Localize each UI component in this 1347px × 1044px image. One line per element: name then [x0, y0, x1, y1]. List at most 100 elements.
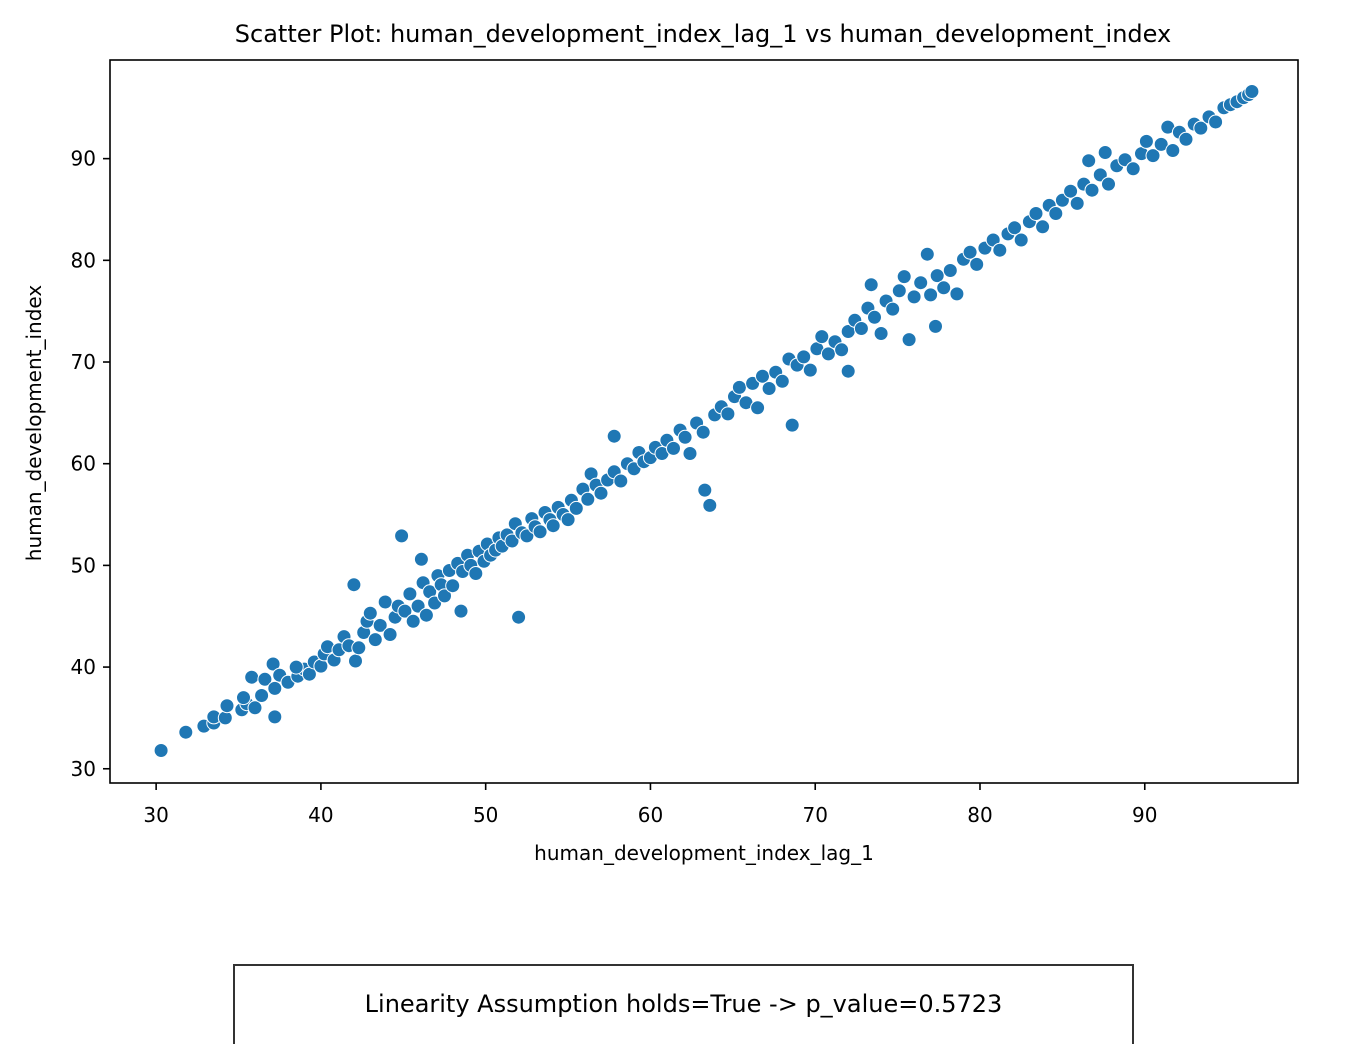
data-point — [1028, 206, 1044, 221]
data-point — [532, 524, 548, 540]
data-point — [906, 289, 922, 305]
data-point — [913, 275, 929, 291]
data-point — [1153, 136, 1169, 152]
data-point — [265, 656, 281, 672]
data-point — [1063, 183, 1079, 199]
data-point — [1138, 133, 1154, 149]
data-point — [682, 446, 698, 461]
data-point — [1244, 84, 1260, 99]
data-point — [923, 287, 939, 303]
data-point — [257, 671, 273, 687]
data-point — [153, 743, 169, 758]
annotation-box: Linearity Assumption holds=True -> p_val… — [233, 964, 1134, 1044]
x-tick-label: 70 — [802, 803, 827, 827]
scatter-chart: Scatter Plot: human_development_index_la… — [22, 20, 1299, 865]
data-point — [761, 381, 777, 396]
data-point — [814, 329, 830, 345]
data-point — [969, 256, 985, 272]
data-point — [834, 342, 850, 358]
data-point — [568, 500, 584, 516]
y-tick-label: 50 — [71, 553, 96, 577]
data-point — [901, 332, 917, 348]
data-point — [731, 379, 747, 395]
data-point — [613, 473, 629, 489]
data-point — [236, 690, 251, 706]
data-point — [919, 246, 935, 262]
data-point — [928, 318, 943, 334]
data-point — [267, 709, 283, 725]
data-point — [394, 528, 410, 544]
x-tick-label: 60 — [638, 803, 663, 827]
data-point — [545, 518, 561, 534]
data-point — [606, 428, 622, 444]
data-point — [1069, 195, 1085, 211]
data-point — [1165, 143, 1181, 158]
data-point — [1084, 182, 1100, 198]
y-tick-label: 70 — [71, 350, 96, 374]
data-point — [774, 373, 790, 389]
data-point — [402, 586, 418, 602]
data-point — [247, 700, 263, 716]
data-point — [936, 280, 952, 296]
data-point — [1101, 176, 1116, 192]
data-point — [1145, 148, 1161, 164]
y-tick-label: 80 — [71, 248, 96, 272]
data-point — [437, 588, 452, 604]
data-point — [593, 485, 609, 501]
data-point — [885, 301, 901, 317]
data-point — [351, 640, 367, 656]
data-point — [348, 653, 363, 669]
data-point — [802, 362, 818, 378]
data-point — [397, 603, 413, 619]
data-point — [1013, 232, 1029, 248]
chart-title: Scatter Plot: human_development_index_la… — [235, 20, 1171, 48]
data-point — [873, 326, 889, 341]
data-point — [992, 242, 1008, 258]
annotation-text: Linearity Assumption holds=True -> p_val… — [364, 990, 1003, 1018]
data-point — [453, 603, 469, 619]
data-point — [1081, 153, 1097, 169]
data-point — [418, 607, 434, 623]
data-point — [382, 627, 398, 642]
x-tick-label: 90 — [1132, 803, 1157, 827]
x-tick-label: 50 — [473, 803, 498, 827]
y-tick-label: 90 — [71, 147, 96, 171]
data-point — [702, 497, 718, 513]
data-point — [929, 268, 945, 284]
data-point — [867, 309, 882, 325]
y-axis-label: human_development_index — [22, 285, 46, 562]
data-point — [949, 286, 965, 302]
data-point — [1178, 131, 1194, 147]
data-point — [1097, 145, 1113, 160]
data-point — [677, 429, 693, 445]
y-tick-label: 60 — [71, 452, 96, 476]
data-point — [853, 321, 869, 336]
data-point — [1035, 219, 1051, 235]
data-point — [1048, 206, 1064, 221]
data-point — [1193, 120, 1209, 136]
data-point — [346, 577, 362, 593]
data-point — [504, 533, 520, 549]
data-point — [1208, 114, 1224, 130]
data-point — [697, 482, 713, 498]
y-tick-label: 30 — [71, 757, 96, 781]
data-point — [891, 283, 907, 299]
data-point — [267, 680, 283, 696]
data-point — [405, 613, 421, 629]
x-axis-label: human_development_index_lag_1 — [534, 841, 874, 865]
data-point — [840, 363, 856, 379]
data-point — [372, 617, 388, 633]
data-point — [178, 724, 194, 740]
data-point — [863, 277, 879, 293]
data-point — [254, 688, 270, 703]
data-point — [750, 400, 766, 416]
data-point — [784, 417, 800, 433]
data-point — [288, 659, 304, 675]
data-point — [560, 512, 576, 528]
data-point — [695, 424, 711, 440]
x-tick-label: 80 — [967, 803, 992, 827]
plot-area-frame — [109, 59, 1299, 784]
data-point — [580, 491, 596, 507]
data-point — [896, 269, 912, 285]
data-point — [720, 406, 736, 422]
